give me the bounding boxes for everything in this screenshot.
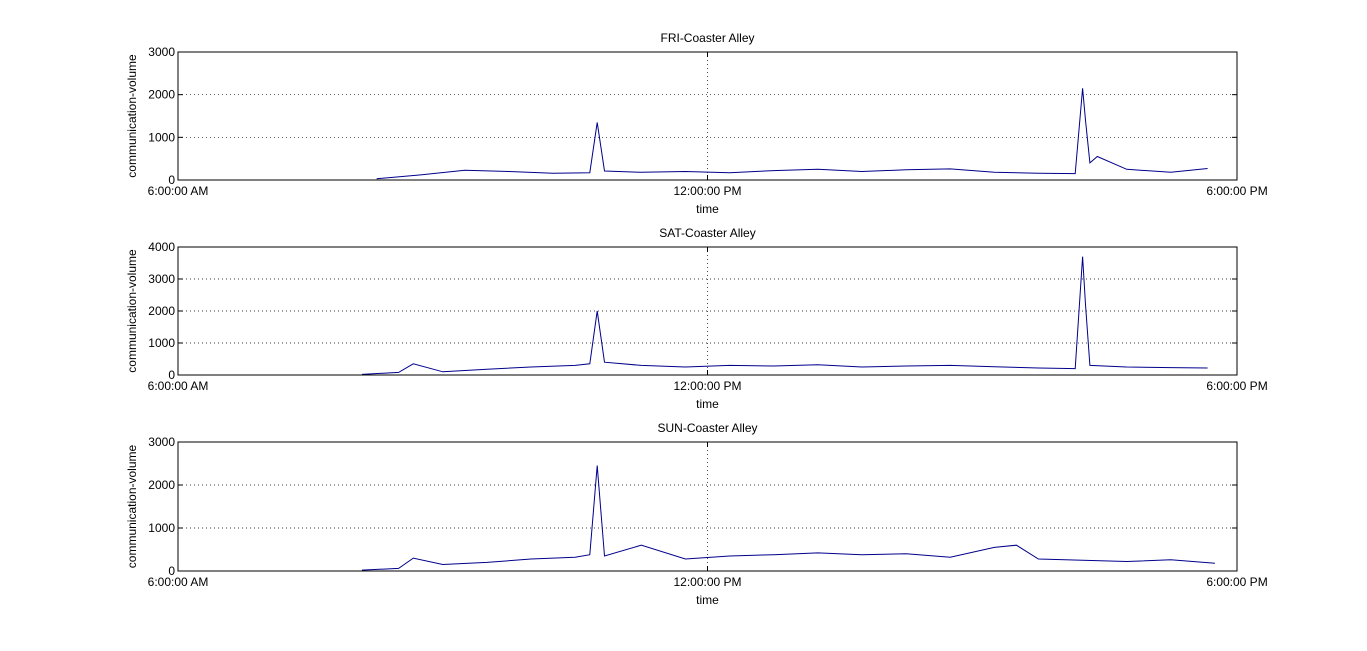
- y-tick-label: 0: [168, 564, 175, 578]
- x-tick-label: 6:00:00 PM: [1206, 184, 1267, 198]
- y-tick-label: 2000: [148, 304, 175, 318]
- y-tick-label: 1000: [148, 130, 175, 144]
- x-tick-label: 6:00:00 PM: [1206, 379, 1267, 393]
- chart-title: SAT-Coaster Alley: [659, 226, 755, 240]
- x-tick-label: 6:00:00 AM: [148, 184, 209, 198]
- x-tick-label: 6:00:00 AM: [148, 575, 209, 589]
- chart-panel-1: 0 1000 2000 3000 6:00:00 AM 12:00:00 PM 6:00:0…: [125, 31, 1268, 216]
- y-tick-label: 0: [168, 173, 175, 187]
- x-tick-label: 6:00:00 PM: [1206, 575, 1267, 589]
- y-tick-label: 3000: [148, 272, 175, 286]
- x-tick-label: 6:00:00 AM: [148, 379, 209, 393]
- series-line: [376, 88, 1208, 180]
- y-tick-label: 3000: [148, 45, 175, 59]
- y-tick-label: 4000: [148, 240, 175, 254]
- y-tick-label: 1000: [148, 521, 175, 535]
- series-line: [361, 256, 1208, 375]
- x-tick-label: 12:00:00 PM: [673, 575, 741, 589]
- y-tick-label: 1000: [148, 336, 175, 350]
- y-axis-label: communication-volume: [125, 249, 139, 373]
- x-tick-label: 12:00:00 PM: [673, 379, 741, 393]
- x-axis-label: time: [696, 202, 719, 216]
- y-tick-label: 2000: [148, 478, 175, 492]
- y-axis-label: communication-volume: [125, 444, 139, 568]
- y-tick-label: 2000: [148, 88, 175, 102]
- x-tick-label: 12:00:00 PM: [673, 184, 741, 198]
- x-axis-label: time: [696, 593, 719, 607]
- chart-panel-2: 0 1000 2000 3000 4000 6:00:00 AM 12:00:00 PM 6:…: [125, 226, 1268, 411]
- x-axis-label: time: [696, 397, 719, 411]
- chart-title: SUN-Coaster Alley: [657, 421, 757, 435]
- chart-title: FRI-Coaster Alley: [660, 31, 754, 45]
- series-line: [361, 465, 1215, 571]
- chart-panel-3: 0 1000 2000 3000 6:00:00 AM 12:00:00 PM 6:00:0…: [125, 421, 1268, 607]
- y-tick-label: 3000: [148, 435, 175, 449]
- y-axis-label: communication-volume: [125, 54, 139, 178]
- y-tick-label: 0: [168, 368, 175, 382]
